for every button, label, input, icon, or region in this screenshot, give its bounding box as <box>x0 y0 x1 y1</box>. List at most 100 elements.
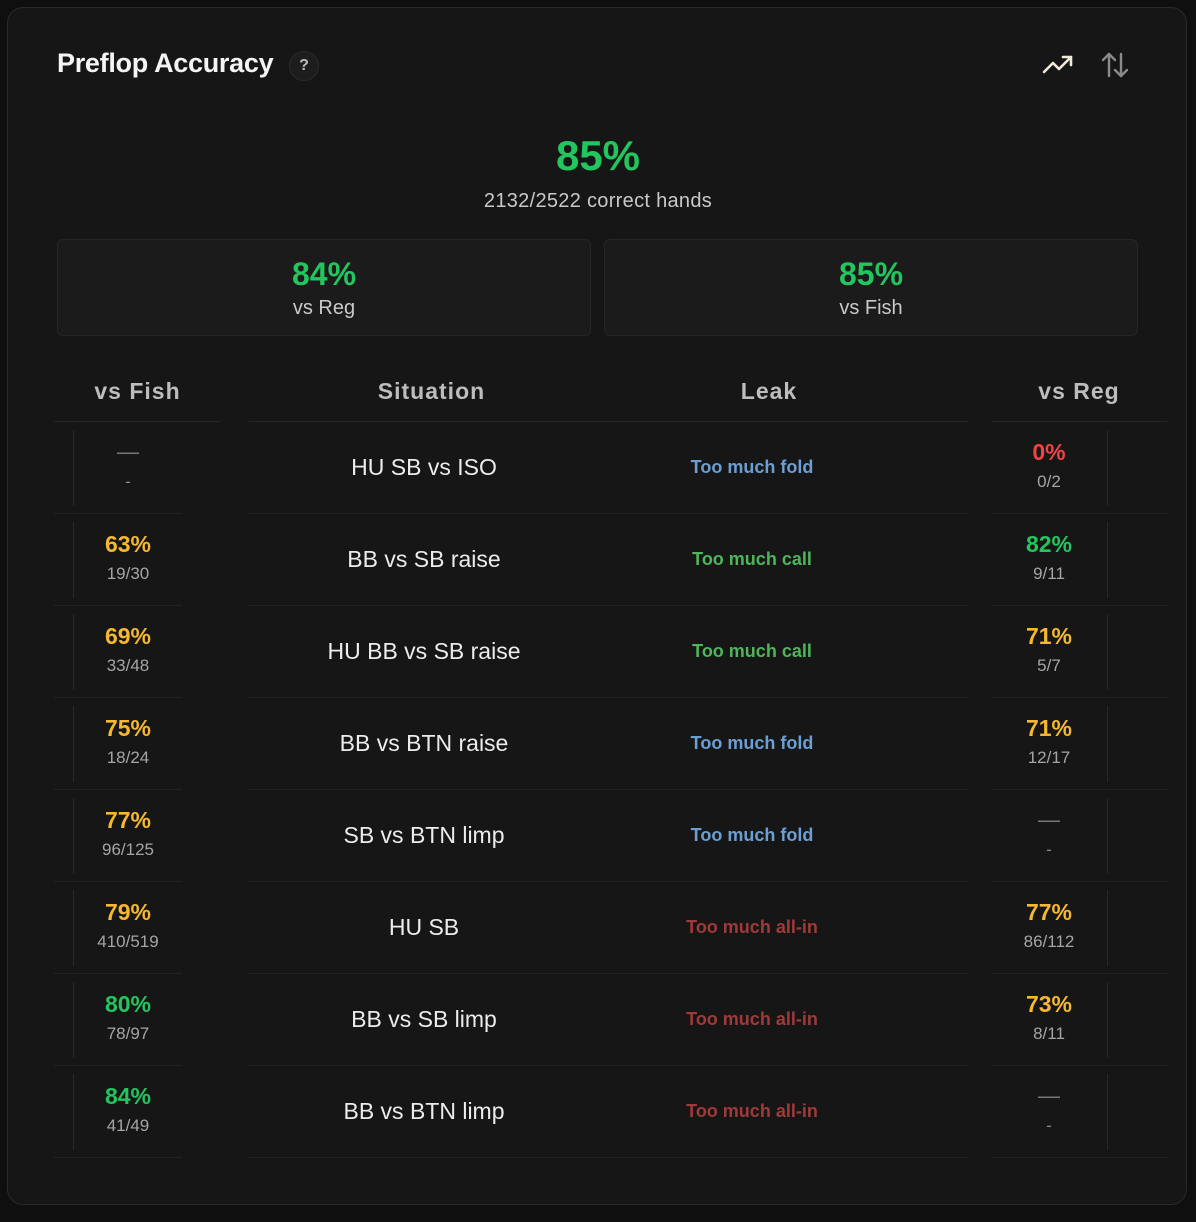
vs-reg-hands: 5/7 <box>1037 656 1061 675</box>
vs-fish-cell-inner: 79% 410/519 <box>73 890 182 966</box>
trend-chart-icon[interactable] <box>1041 48 1075 82</box>
leak-label: Too much fold <box>690 733 814 753</box>
vs-fish-cell: — - <box>54 422 182 514</box>
column-header-situation[interactable]: Situation Leak <box>249 378 968 422</box>
vs-fish-cell: 75% 18/24 <box>54 698 182 790</box>
vs-fish-pct: 84% <box>104 1083 152 1109</box>
vs-reg-cell: — - <box>991 790 1167 882</box>
vs-reg-hands: 9/11 <box>1033 564 1065 583</box>
vs-fish-hands: 78/97 <box>106 1024 150 1043</box>
vs-reg-pct: — <box>1038 807 1060 832</box>
vs-reg-pct: 71% <box>1025 715 1073 741</box>
vs-fish-cell-inner: — - <box>73 430 182 506</box>
vs-fish-cell-inner: 63% 19/30 <box>73 522 182 598</box>
vs-reg-cell: 77% 86/112 <box>991 882 1167 974</box>
vs-reg-cell: — - <box>991 1066 1167 1158</box>
vs-fish-pct: 63% <box>104 531 152 557</box>
leak-header-label: Leak <box>740 378 798 404</box>
vs-fish-hands: 96/125 <box>102 840 154 859</box>
table-row[interactable]: 69% 33/48 HU BB vs SB raise Too much call 71… <box>8 606 1188 698</box>
vs-reg-pct: — <box>1038 1083 1060 1108</box>
vs-fish-cell-inner: 84% 41/49 <box>73 1074 182 1150</box>
leak-label: Too much call <box>692 641 812 661</box>
vs-fish-hands: 19/30 <box>106 564 150 583</box>
vs-fish-cell: 77% 96/125 <box>54 790 182 882</box>
vs-reg-pct: 84% <box>291 256 357 292</box>
vs-reg-cell: 0% 0/2 <box>991 422 1167 514</box>
vs-fish-hands: 41/49 <box>106 1116 150 1135</box>
situation-cell: HU SB Too much all-in <box>249 882 968 974</box>
vs-reg-cell: 73% 8/11 <box>991 974 1167 1066</box>
vs-fish-cell-inner: 80% 78/97 <box>73 982 182 1058</box>
situation-cell: BB vs BTN raise Too much fold <box>249 698 968 790</box>
situation-cell: BB vs SB raise Too much call <box>249 514 968 606</box>
situation-label: HU SB vs ISO <box>351 454 497 480</box>
situation-label: HU SB <box>388 914 460 940</box>
table-row[interactable]: 84% 41/49 BB vs BTN limp Too much all-in — - <box>8 1066 1188 1158</box>
vs-reg-pct: 71% <box>1025 623 1073 649</box>
vs-reg-cell-inner: 71% 12/17 <box>991 706 1108 782</box>
vs-reg-cell-inner: 82% 9/11 <box>991 522 1108 598</box>
vs-reg-hands: - <box>1046 840 1052 859</box>
vs-reg-cell: 82% 9/11 <box>991 514 1167 606</box>
leak-label: Too much fold <box>690 825 814 845</box>
help-icon[interactable]: ? <box>289 51 319 81</box>
leak-label: Too much all-in <box>686 1101 818 1121</box>
vs-fish-cell: 63% 19/30 <box>54 514 182 606</box>
situation-label: BB vs SB limp <box>351 1006 497 1032</box>
vs-fish-label: vs Fish <box>839 297 903 319</box>
vs-fish-cell: 79% 410/519 <box>54 882 182 974</box>
vs-fish-hands: 410/519 <box>97 932 159 951</box>
card-title: Preflop Accuracy <box>57 48 274 78</box>
vs-reg-cell-inner: 71% 5/7 <box>991 614 1108 690</box>
vs-reg-hands: 8/11 <box>1033 1024 1065 1043</box>
table-row[interactable]: — - HU SB vs ISO Too much fold 0% 0/2 <box>8 422 1188 514</box>
vs-fish-pct: 75% <box>104 715 152 741</box>
situation-label: BB vs BTN limp <box>343 1098 505 1124</box>
vs-fish-cell-inner: 75% 18/24 <box>73 706 182 782</box>
situation-cell: HU SB vs ISO Too much fold <box>249 422 968 514</box>
sort-icon[interactable] <box>1098 48 1132 82</box>
column-header-vs-fish[interactable]: vs Fish <box>54 378 221 422</box>
vs-fish-pct: 79% <box>104 899 152 925</box>
vs-reg-cell-inner: — - <box>991 1074 1108 1150</box>
vs-reg-hands: - <box>1046 1116 1052 1135</box>
preflop-accuracy-card: Preflop Accuracy ? 85% 2132/2522 correct… <box>7 7 1187 1205</box>
vs-fish-pct: 85% <box>838 256 904 292</box>
leak-label: Too much all-in <box>686 917 818 937</box>
vs-reg-pct: 82% <box>1025 531 1073 557</box>
vs-reg-cell-inner: 77% 86/112 <box>991 890 1108 966</box>
vs-fish-summary: 85% vs Fish <box>604 239 1138 336</box>
table-row[interactable]: 79% 410/519 HU SB Too much all-in 77% 86/112 <box>8 882 1188 974</box>
vs-reg-cell-inner: 0% 0/2 <box>991 430 1108 506</box>
vs-reg-label: vs Reg <box>292 297 356 319</box>
vs-reg-pct: 77% <box>1025 899 1073 925</box>
leak-label: Too much all-in <box>686 1009 818 1029</box>
vs-fish-pct: 80% <box>104 991 152 1017</box>
table-row[interactable]: 75% 18/24 BB vs BTN raise Too much fold 71% 1… <box>8 698 1188 790</box>
leak-label: Too much call <box>692 549 812 569</box>
vs-reg-summary: 84% vs Reg <box>57 239 591 336</box>
table-row[interactable]: 77% 96/125 SB vs BTN limp Too much fold — - <box>8 790 1188 882</box>
situation-cell: BB vs BTN limp Too much all-in <box>249 1066 968 1158</box>
vs-reg-hands: 0/2 <box>1037 472 1061 491</box>
vs-fish-cell-inner: 69% 33/48 <box>73 614 182 690</box>
situation-label: SB vs BTN limp <box>343 822 505 848</box>
vs-fish-hands: 33/48 <box>106 656 150 675</box>
vs-fish-hands: 18/24 <box>106 748 150 767</box>
situation-label: HU BB vs SB raise <box>327 638 521 664</box>
vs-reg-cell-inner: — - <box>991 798 1108 874</box>
situation-cell: BB vs SB limp Too much all-in <box>249 974 968 1066</box>
vs-reg-hands: 86/112 <box>1023 932 1075 951</box>
situation-cell: HU BB vs SB raise Too much call <box>249 606 968 698</box>
vs-reg-cell-inner: 73% 8/11 <box>991 982 1108 1058</box>
column-header-vs-reg[interactable]: vs Reg <box>991 378 1167 422</box>
vs-fish-pct: 77% <box>104 807 152 833</box>
table-row[interactable]: 63% 19/30 BB vs SB raise Too much call 82% 9/… <box>8 514 1188 606</box>
vs-fish-hands: - <box>125 472 131 491</box>
vs-reg-hands: 12/17 <box>1027 748 1071 767</box>
vs-reg-pct: 73% <box>1025 991 1073 1017</box>
table-row[interactable]: 80% 78/97 BB vs SB limp Too much all-in 73% 8… <box>8 974 1188 1066</box>
vs-fish-cell: 80% 78/97 <box>54 974 182 1066</box>
vs-fish-cell: 69% 33/48 <box>54 606 182 698</box>
